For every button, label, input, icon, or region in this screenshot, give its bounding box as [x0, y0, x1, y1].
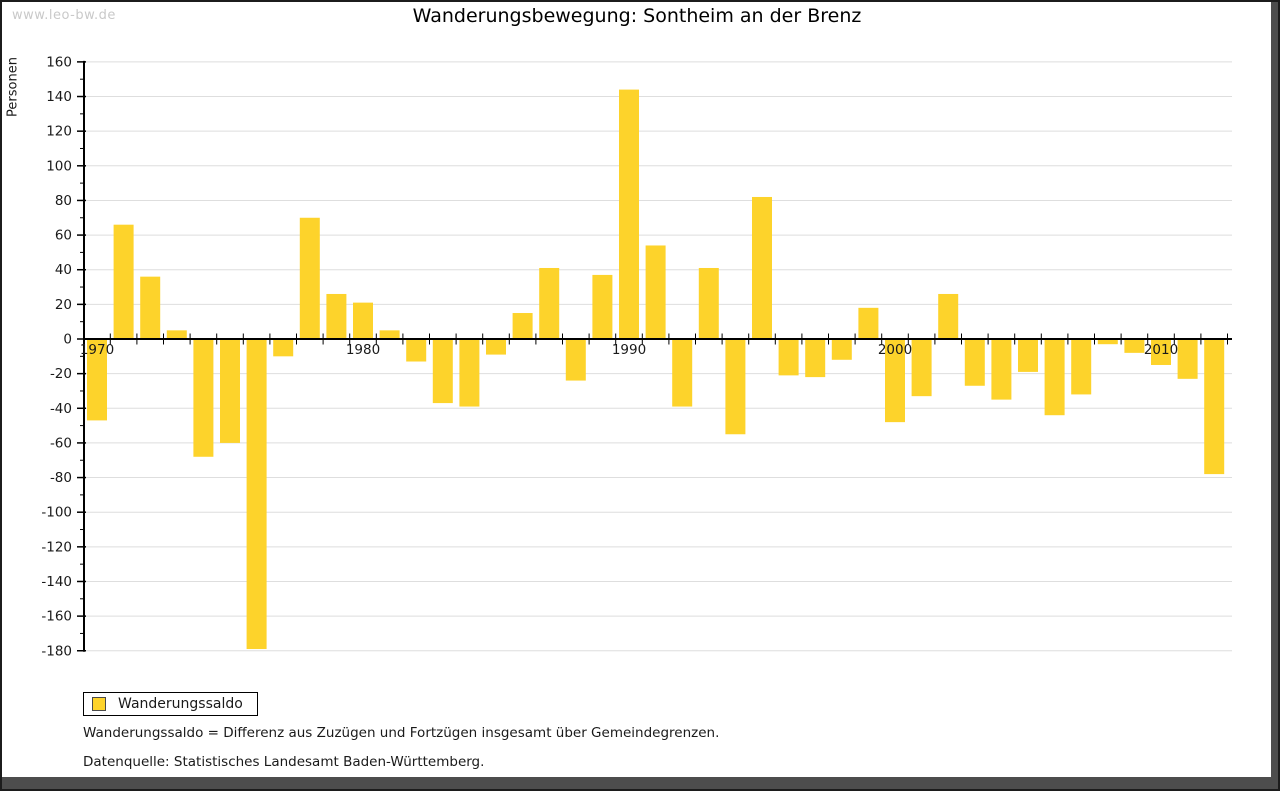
- watermark: www.leo-bw.de: [12, 8, 116, 23]
- svg-text:80: 80: [55, 193, 72, 209]
- bar-2012: [1204, 339, 1225, 475]
- bar-1975: [220, 339, 240, 443]
- bar-1988: [565, 339, 586, 381]
- bar-1993: [698, 267, 719, 339]
- legend-label: Wanderungssaldo: [118, 696, 243, 712]
- svg-text:-120: -120: [41, 539, 72, 555]
- bar-1980: [353, 302, 373, 339]
- bar-1986: [512, 313, 533, 339]
- bar-2006: [1044, 339, 1065, 416]
- svg-text:1970: 1970: [80, 342, 114, 358]
- svg-text:-60: -60: [50, 435, 72, 451]
- bar-1996: [778, 339, 799, 376]
- bar-2005: [1018, 339, 1038, 372]
- bar-1973: [166, 330, 187, 339]
- bar-1995: [752, 196, 772, 339]
- bar-1984: [459, 339, 480, 407]
- svg-text:-40: -40: [50, 401, 72, 417]
- bar-1992: [672, 339, 693, 407]
- svg-text:-80: -80: [50, 470, 72, 486]
- bar-1989: [592, 274, 613, 339]
- chart-title: Wanderungsbewegung: Sontheim an der Bren…: [412, 5, 862, 27]
- bar-2008: [1097, 339, 1118, 345]
- bar-1999: [858, 307, 879, 339]
- svg-text:120: 120: [46, 124, 72, 140]
- bar-1982: [406, 339, 427, 362]
- svg-text:60: 60: [55, 228, 72, 244]
- bar-2009: [1124, 339, 1145, 353]
- bar-chart: -180 -160 -140 -120 -100 -80 -60 -40 -20 0 20 40 60 8…: [41, 54, 1232, 659]
- bar-1985: [486, 339, 506, 355]
- bar-1991: [645, 245, 666, 339]
- bar-1983: [432, 339, 453, 404]
- bar-1974: [193, 339, 214, 457]
- legend: Wanderungssaldo: [83, 692, 258, 716]
- bar-1978: [299, 217, 320, 339]
- bar-2011: [1177, 339, 1198, 379]
- bar-1987: [539, 267, 560, 339]
- svg-text:40: 40: [55, 262, 72, 278]
- svg-text:1980: 1980: [346, 342, 380, 358]
- bar-2000: [885, 339, 905, 423]
- svg-text:100: 100: [46, 158, 72, 174]
- bar-1979: [326, 293, 347, 339]
- bar-1998: [831, 339, 852, 360]
- svg-text:1990: 1990: [612, 342, 646, 358]
- bar-1970: [87, 339, 107, 421]
- svg-text:160: 160: [46, 54, 72, 70]
- svg-text:20: 20: [55, 297, 72, 313]
- legend-swatch-icon: [92, 697, 106, 711]
- svg-text:-160: -160: [41, 609, 72, 625]
- bar-1976: [246, 339, 267, 650]
- footnote-definition: Wanderungssaldo = Differenz aus Zuzügen …: [83, 725, 720, 741]
- bar-1981: [379, 330, 400, 339]
- footnote-source: Datenquelle: Statistisches Landesamt Bad…: [83, 754, 485, 770]
- bar-1972: [140, 276, 161, 339]
- bar-1997: [805, 339, 826, 378]
- svg-text:-100: -100: [41, 505, 72, 521]
- bar-1990: [619, 89, 639, 339]
- bar-2001: [911, 339, 932, 397]
- bar-1971: [113, 224, 134, 339]
- bar-2010: [1151, 339, 1171, 365]
- bar-1977: [273, 339, 294, 357]
- svg-text:-140: -140: [41, 574, 72, 590]
- svg-text:140: 140: [46, 89, 72, 105]
- bar-1994: [725, 339, 746, 435]
- svg-text:-180: -180: [41, 643, 72, 659]
- bar-2007: [1071, 339, 1092, 395]
- bar-2003: [964, 339, 985, 386]
- svg-text:-20: -20: [50, 366, 72, 382]
- svg-text:2000: 2000: [878, 342, 912, 358]
- bar-2004: [991, 339, 1012, 400]
- bar-2002: [938, 293, 959, 339]
- svg-text:2010: 2010: [1144, 342, 1178, 358]
- svg-text:0: 0: [63, 332, 72, 348]
